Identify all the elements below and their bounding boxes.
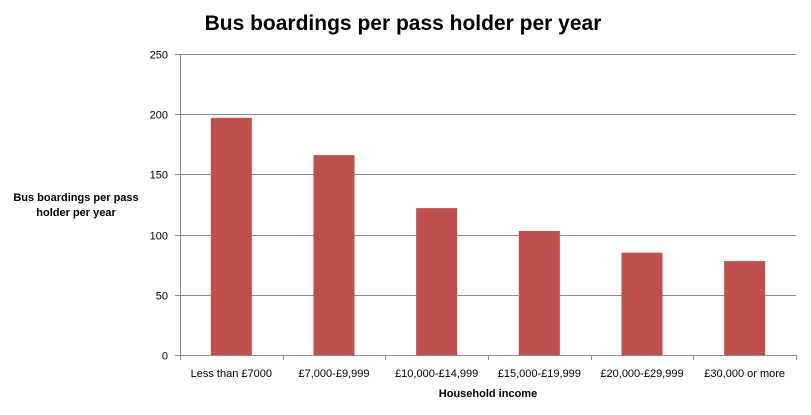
x-tick-label: £15,000-£19,999: [498, 368, 581, 380]
chart-title: Bus boardings per pass holder per year: [205, 12, 602, 35]
x-tick-labels: Less than £7000 £7,000-£9,999 £10,000-£14,…: [191, 368, 785, 380]
x-tick-label: £20,000-£29,999: [600, 368, 683, 380]
bar: [210, 117, 252, 355]
x-tick-label: £7,000-£9,999: [299, 368, 370, 380]
y-tick-label: 250: [150, 50, 168, 62]
x-tick-label: £30,000 or more: [704, 368, 785, 380]
bar: [313, 155, 355, 355]
bar: [621, 252, 663, 355]
y-axis-label-line-2: holder per year: [36, 207, 116, 219]
gridlines: [180, 54, 796, 296]
bar: [416, 208, 458, 355]
x-tick-label: Less than £7000: [191, 368, 272, 380]
bar: [724, 261, 766, 355]
y-tick-label: 0: [162, 351, 168, 363]
axes: [175, 54, 797, 360]
y-tick-labels: 0 50 100 150 200 250: [150, 50, 168, 363]
x-tick-label: £10,000-£14,999: [395, 368, 478, 380]
y-tick-label: 200: [150, 110, 168, 122]
bars: [210, 117, 766, 355]
y-tick-label: 150: [150, 170, 168, 182]
y-tick-label: 100: [150, 231, 168, 243]
bar: [518, 230, 560, 355]
y-tick-label: 50: [156, 291, 168, 303]
x-axis-label: Household income: [439, 388, 537, 400]
y-axis-label-line-1: Bus boardings per pass: [13, 192, 138, 204]
